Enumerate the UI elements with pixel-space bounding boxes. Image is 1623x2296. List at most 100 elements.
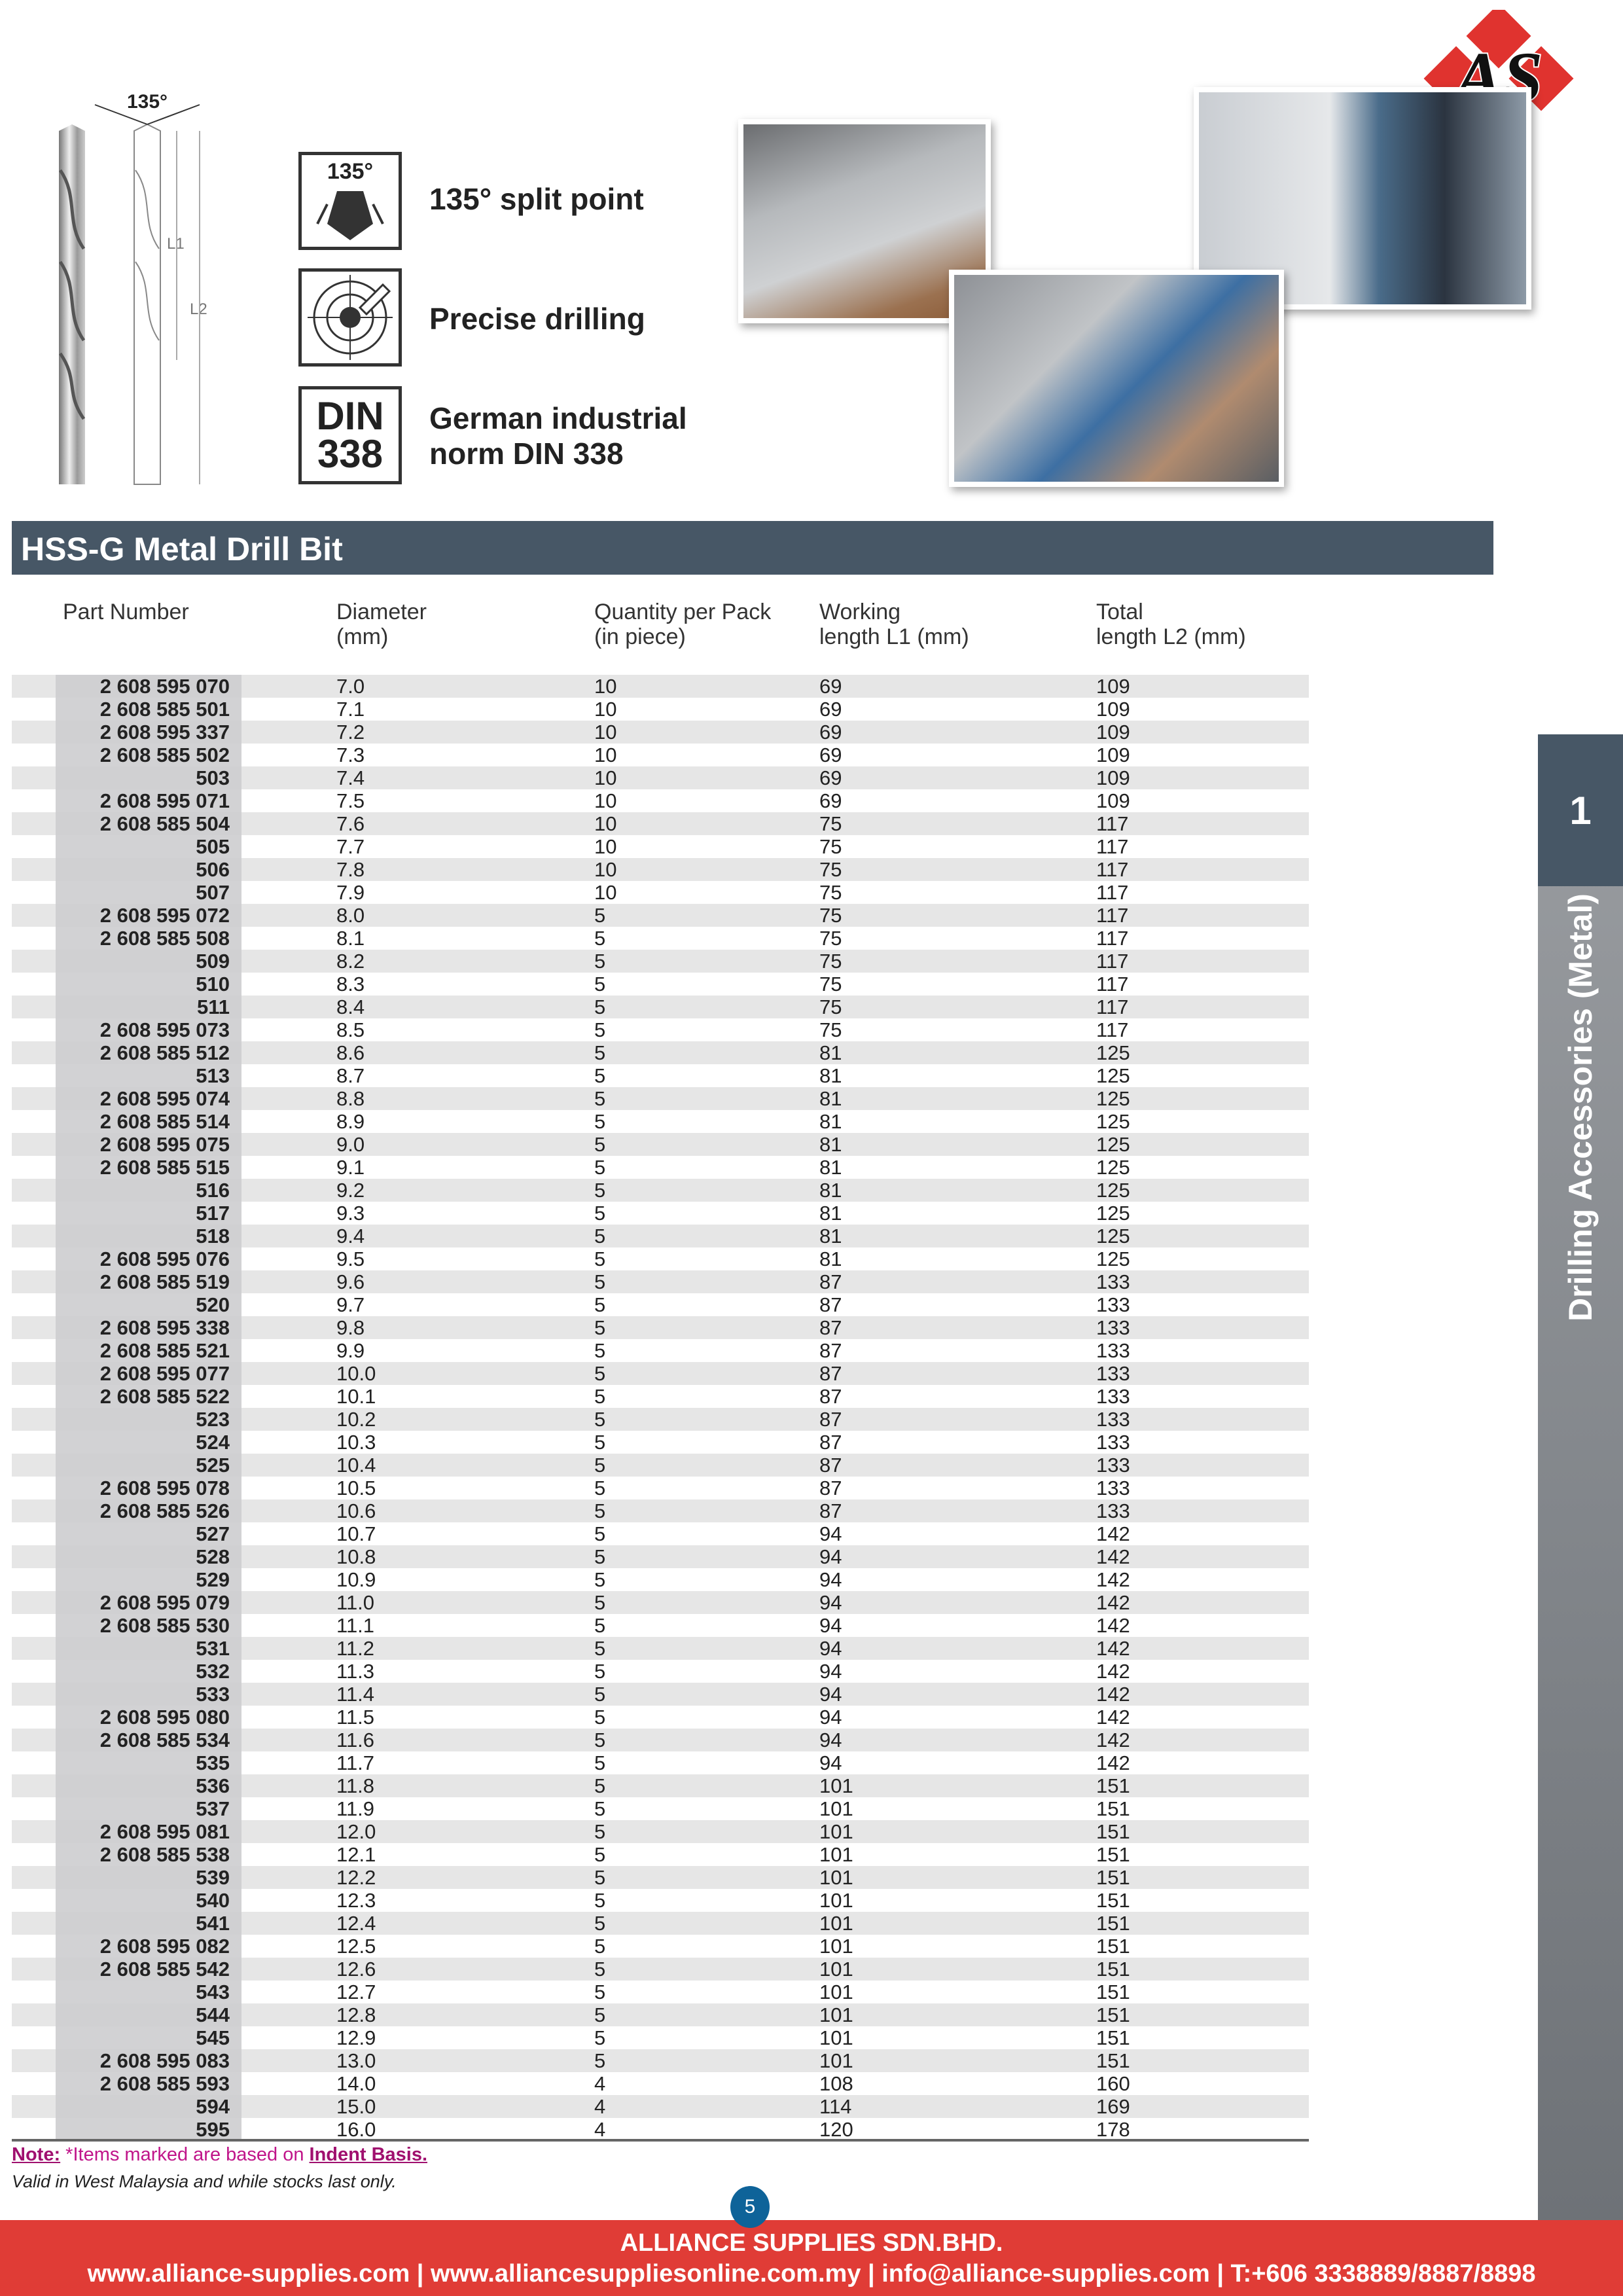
table-row: 2 608 585 542 12.6 5 101 151 [12,1958,1309,1981]
working-length-cell: 94 [819,1683,842,1706]
table-row: 2 608 585 501 7.1 10 69 109 [12,698,1309,721]
total-length-cell: 142 [1096,1706,1130,1729]
total-length-cell: 169 [1096,2095,1130,2118]
diameter-cell: 7.8 [336,858,365,881]
total-length-cell: 125 [1096,1064,1130,1087]
table-row: 2 608 595 082 12.5 5 101 151 [12,1935,1309,1958]
photo-drilling-plate [738,119,991,323]
part-number-cell: 544 [56,2003,241,2026]
quantity-cell: 10 [594,766,617,789]
table-row: 527 10.7 5 94 142 [12,1522,1309,1545]
part-number-cell: 520 [56,1293,241,1316]
side-tab: 1 Drilling Accessories (Metal) [1538,734,1623,2220]
table-row: 2 608 595 080 11.5 5 94 142 [12,1706,1309,1729]
quantity-cell: 5 [594,904,606,927]
part-number-cell: 2 608 585 508 [56,927,241,950]
diameter-cell: 13.0 [336,2049,376,2072]
diameter-cell: 9.9 [336,1339,365,1362]
table-row: 509 8.2 5 75 117 [12,950,1309,973]
working-length-cell: 75 [819,996,842,1018]
diameter-cell: 11.9 [336,1797,375,1820]
diameter-cell: 10.1 [336,1385,376,1408]
part-number-cell: 2 608 585 514 [56,1110,241,1133]
table-row: 518 9.4 5 81 125 [12,1225,1309,1247]
working-length-cell: 81 [819,1179,842,1202]
diameter-cell: 12.6 [336,1958,376,1981]
working-length-cell: 94 [819,1637,842,1660]
badge-text: 135° [327,158,374,184]
part-number-cell: 2 608 585 512 [56,1041,241,1064]
diameter-cell: 8.5 [336,1018,365,1041]
table-row: 2 608 585 530 11.1 5 94 142 [12,1614,1309,1637]
quantity-cell: 10 [594,675,617,698]
total-length-cell: 151 [1096,1820,1130,1843]
l2-label: L2 [190,300,207,318]
working-length-cell: 75 [819,858,842,881]
total-length-cell: 117 [1096,835,1129,858]
total-length-cell: 142 [1096,1751,1130,1774]
working-length-cell: 101 [819,1912,853,1935]
part-number-cell: 540 [56,1889,241,1912]
quantity-cell: 5 [594,1522,606,1545]
table-row: 2 608 595 077 10.0 5 87 133 [12,1362,1309,1385]
column-header: Working length L1 (mm) [819,600,969,649]
total-length-cell: 109 [1096,789,1130,812]
total-length-cell: 125 [1096,1179,1130,1202]
diameter-cell: 15.0 [336,2095,376,2118]
total-length-cell: 151 [1096,1981,1130,2003]
part-number-cell: 507 [56,881,241,904]
part-number-cell: 2 608 595 078 [56,1477,241,1499]
working-length-cell: 114 [819,2095,852,2118]
split-point-icon: 135° [298,152,402,250]
quantity-cell: 5 [594,1018,606,1041]
diameter-cell: 11.6 [336,1729,375,1751]
working-length-cell: 69 [819,766,842,789]
table-row: 507 7.9 10 75 117 [12,881,1309,904]
part-number-cell: 533 [56,1683,241,1706]
part-number-cell: 503 [56,766,241,789]
diameter-cell: 10.2 [336,1408,376,1431]
column-header: Total length L2 (mm) [1096,600,1246,649]
quantity-cell: 5 [594,1087,606,1110]
diameter-cell: 12.3 [336,1889,376,1912]
indent-basis-link[interactable]: Indent Basis. [309,2144,428,2165]
note: Note: *Items marked are based on Indent … [12,2144,427,2166]
part-number-cell: 594 [56,2095,241,2118]
diameter-cell: 11.2 [336,1637,375,1660]
total-length-cell: 117 [1096,1018,1129,1041]
working-length-cell: 94 [819,1751,842,1774]
working-length-cell: 87 [819,1477,842,1499]
part-number-cell: 2 608 595 077 [56,1362,241,1385]
table-bottom-rule [12,2139,1309,2142]
quantity-cell: 4 [594,2118,606,2141]
part-number-cell: 2 608 585 522 [56,1385,241,1408]
footer: ALLIANCE SUPPLIES SDN.BHD. www.alliance-… [0,2220,1623,2296]
working-length-cell: 87 [819,1431,842,1454]
quantity-cell: 5 [594,973,606,996]
total-length-cell: 133 [1096,1499,1130,1522]
part-number-cell: 2 608 595 074 [56,1087,241,1110]
working-length-cell: 87 [819,1408,842,1431]
quantity-cell: 5 [594,927,606,950]
total-length-cell: 109 [1096,698,1130,721]
working-length-cell: 87 [819,1316,842,1339]
diameter-cell: 7.4 [336,766,365,789]
quantity-cell: 4 [594,2095,606,2118]
quantity-cell: 5 [594,1293,606,1316]
table-row: 2 608 585 515 9.1 5 81 125 [12,1156,1309,1179]
diameter-cell: 8.7 [336,1064,365,1087]
working-length-cell: 94 [819,1568,842,1591]
part-number-cell: 2 608 585 504 [56,812,241,835]
drill-diagram: 135° L1 L2 [52,91,209,497]
total-length-cell: 142 [1096,1683,1130,1706]
total-length-cell: 117 [1096,973,1129,996]
column-header-line: length L2 (mm) [1096,624,1246,649]
quantity-cell: 10 [594,789,617,812]
table-row: 2 608 585 534 11.6 5 94 142 [12,1729,1309,1751]
total-length-cell: 151 [1096,1912,1130,1935]
working-length-cell: 101 [819,2049,853,2072]
table-row: 2 608 595 074 8.8 5 81 125 [12,1087,1309,1110]
total-length-cell: 142 [1096,1522,1130,1545]
diameter-cell: 12.5 [336,1935,376,1958]
total-length-cell: 117 [1096,812,1129,835]
